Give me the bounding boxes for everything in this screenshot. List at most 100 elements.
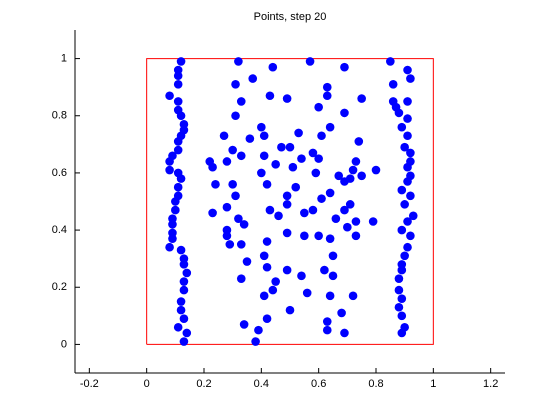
point — [234, 214, 243, 223]
point — [271, 277, 280, 286]
point — [400, 142, 409, 152]
point — [403, 131, 412, 141]
point — [297, 154, 306, 163]
x-tick-label: 0.2 — [196, 378, 211, 390]
point — [254, 325, 263, 335]
point — [173, 145, 183, 155]
point — [171, 205, 180, 215]
point — [182, 328, 192, 338]
point — [403, 65, 412, 75]
point — [222, 202, 232, 212]
point — [403, 177, 412, 186]
point — [248, 74, 258, 83]
point — [262, 262, 272, 272]
point — [245, 134, 255, 143]
point — [176, 305, 186, 315]
point — [317, 194, 326, 203]
point — [282, 94, 292, 103]
x-tick-label: 0.8 — [368, 378, 383, 390]
point — [400, 251, 409, 261]
y-tick-label: 0.6 — [52, 167, 67, 179]
point — [351, 157, 361, 166]
point — [179, 285, 189, 295]
point — [179, 314, 189, 323]
point — [314, 154, 323, 163]
point — [259, 151, 269, 161]
point — [208, 208, 217, 218]
point — [394, 274, 404, 283]
point — [403, 114, 412, 123]
point — [340, 62, 349, 72]
point — [345, 174, 355, 183]
point — [406, 191, 415, 201]
point — [397, 225, 407, 235]
point — [168, 220, 177, 229]
x-tick-label: 0 — [144, 378, 150, 390]
point — [176, 245, 186, 255]
point — [297, 271, 306, 281]
y-tick-label: 0 — [61, 338, 67, 350]
point — [334, 171, 344, 181]
point — [394, 285, 404, 295]
y-tick-label: 0.2 — [52, 281, 67, 293]
point — [406, 74, 415, 83]
point — [348, 165, 358, 175]
point — [351, 231, 361, 241]
point — [397, 311, 407, 321]
point — [231, 80, 240, 89]
point — [322, 91, 332, 101]
point — [397, 185, 407, 195]
point — [314, 231, 323, 241]
point — [343, 222, 352, 232]
point — [176, 57, 186, 66]
point — [176, 174, 186, 183]
point — [173, 137, 183, 146]
point — [165, 157, 174, 166]
point — [291, 182, 301, 192]
x-tick-label: 1.2 — [483, 378, 498, 390]
point — [265, 91, 275, 101]
point — [386, 57, 395, 66]
point — [262, 237, 272, 246]
point — [173, 71, 183, 81]
point — [408, 211, 418, 221]
point — [294, 128, 303, 138]
point — [165, 165, 174, 175]
point — [282, 228, 292, 238]
point — [400, 200, 409, 209]
point — [371, 165, 381, 175]
point — [300, 231, 309, 241]
point — [314, 102, 323, 112]
point — [208, 162, 217, 172]
y-tick-label: 1 — [61, 52, 67, 64]
point — [345, 200, 355, 209]
point — [182, 268, 192, 278]
point — [406, 231, 415, 241]
point — [282, 191, 292, 201]
point — [403, 217, 412, 226]
point — [403, 162, 412, 172]
point — [337, 308, 346, 318]
y-tick-label: 0.8 — [52, 110, 67, 122]
point — [265, 205, 275, 215]
point — [397, 265, 407, 275]
point — [219, 131, 229, 141]
point — [325, 291, 335, 301]
point — [340, 108, 349, 118]
point — [328, 251, 338, 261]
point — [282, 265, 292, 275]
point — [236, 97, 246, 106]
point — [357, 171, 366, 181]
point — [179, 277, 189, 286]
point — [340, 205, 349, 215]
point — [397, 294, 407, 303]
point — [285, 305, 295, 315]
point — [308, 148, 318, 158]
point — [305, 57, 315, 66]
point — [397, 328, 407, 338]
point — [397, 122, 407, 132]
boundary — [146, 58, 434, 345]
point — [322, 317, 332, 326]
